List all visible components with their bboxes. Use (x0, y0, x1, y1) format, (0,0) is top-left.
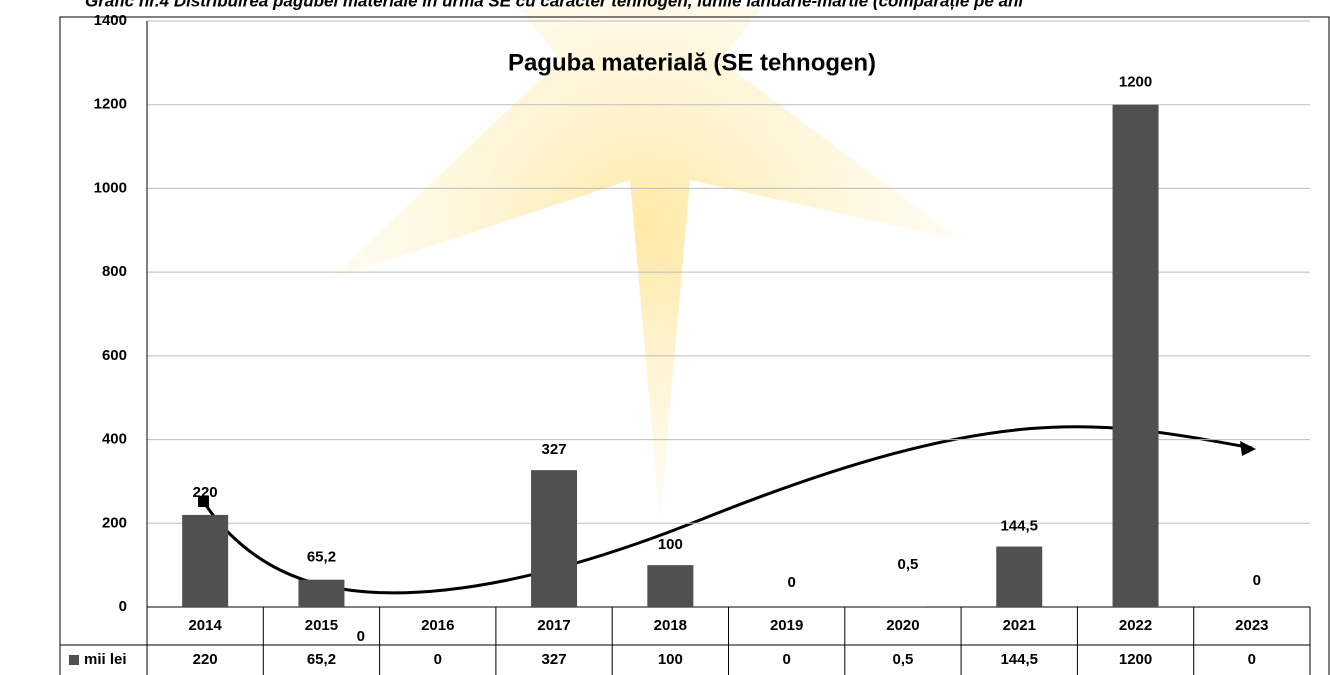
table-value: 220 (193, 651, 218, 668)
data-label: 0,5 (898, 556, 919, 573)
x-tick-label: 2019 (770, 617, 803, 634)
bar (996, 546, 1043, 607)
table-value: 100 (658, 651, 683, 668)
bar (182, 514, 229, 607)
legend-swatch (69, 655, 79, 665)
y-tick-label: 600 (102, 347, 127, 364)
bar (647, 565, 694, 607)
table-value: 0 (782, 651, 790, 668)
bar (298, 579, 345, 607)
y-tick-label: 400 (102, 431, 127, 448)
x-tick-label: 2023 (1235, 617, 1268, 634)
table-value: 1200 (1119, 651, 1152, 668)
y-tick-label: 0 (119, 598, 127, 615)
table-value: 0,5 (893, 651, 914, 668)
y-tick-label: 1200 (94, 96, 127, 113)
legend-label: mii lei (84, 651, 127, 668)
x-tick-label: 2022 (1119, 617, 1152, 634)
data-label: 100 (658, 536, 683, 553)
table-value: 327 (542, 651, 567, 668)
x-tick-label: 2018 (654, 617, 687, 634)
data-label: 220 (193, 484, 218, 501)
bar (531, 470, 578, 607)
data-label: 144,5 (1000, 517, 1038, 534)
y-tick-label: 1400 (94, 12, 127, 29)
background-emblem (330, 0, 960, 520)
data-label: 0 (1253, 572, 1261, 589)
data-label: 1200 (1119, 74, 1152, 91)
arrow-head (1240, 441, 1256, 456)
x-tick-label: 2015 (305, 617, 338, 634)
table-value: 144,5 (1000, 651, 1038, 668)
data-label: 65,2 (307, 549, 336, 566)
x-tick-label: 2017 (537, 617, 570, 634)
y-tick-label: 800 (102, 263, 127, 280)
y-tick-label: 200 (102, 514, 127, 531)
bar (1112, 104, 1159, 607)
x-tick-label: 2021 (1003, 617, 1036, 634)
chart-title: Paguba materială (SE tehnogen) (508, 49, 876, 76)
y-tick-label: 1000 (94, 179, 127, 196)
x-tick-label: 2020 (886, 617, 919, 634)
table-value: 0 (434, 651, 442, 668)
frame (59, 16, 1330, 675)
table-value: 65,2 (307, 651, 336, 668)
x-tick-label: 2014 (188, 617, 222, 634)
trend-arrow (202, 425, 1253, 595)
arrow-tail (198, 496, 209, 507)
caption: Grafic nr.4 Distribuirea pagubei materia… (85, 0, 1024, 10)
data-label: 327 (542, 441, 567, 458)
data-label: 0 (357, 628, 365, 645)
table-value: 0 (1248, 651, 1256, 668)
x-tick-label: 2016 (421, 617, 454, 634)
data-label: 0 (787, 574, 795, 591)
